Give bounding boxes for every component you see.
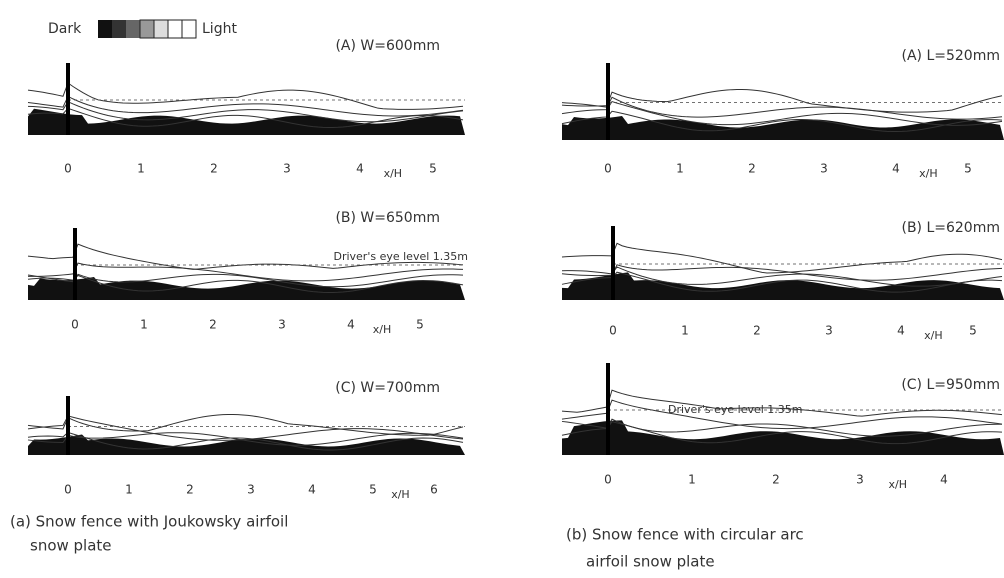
tick-label: 1: [137, 162, 145, 176]
tick-label: 0: [64, 162, 72, 176]
tick-label: 5: [429, 162, 437, 176]
tick-label: 0: [609, 324, 617, 338]
tick-label: 2: [210, 162, 218, 176]
contour-line: [562, 97, 1002, 119]
axis-label: x/H: [919, 167, 938, 180]
tick-label: 3: [820, 162, 828, 176]
snow-dark: [28, 109, 465, 135]
tick-label: 3: [278, 318, 286, 332]
tick-label: 4: [940, 473, 948, 487]
tick-label: 3: [283, 162, 291, 176]
contour-line: [28, 416, 463, 440]
contour-line: [28, 96, 463, 116]
tick-label: 0: [71, 318, 79, 332]
tick-label: 4: [308, 483, 316, 497]
tick-label: 1: [676, 162, 684, 176]
tick-label: 5: [369, 483, 377, 497]
contour-line: [562, 90, 1002, 113]
annotation: Driver's eye level 1.35m: [668, 403, 803, 416]
panel-title: (C) W=700mm: [335, 380, 440, 396]
tick-label: 0: [64, 483, 72, 497]
contour-line: [28, 414, 463, 435]
tick-label: 3: [825, 324, 833, 338]
tick-label: 2: [748, 162, 756, 176]
figure: Dark Light (A) W=600mm 0 1 2 3 4 5 x/H (B) W=650…: [0, 0, 1004, 578]
panel-title: (B) L=620mm: [901, 220, 1000, 236]
caption: snow plate: [30, 537, 112, 555]
tick-label: 1: [140, 318, 148, 332]
fence: [606, 63, 610, 140]
tick-label: 1: [681, 324, 689, 338]
tick-label: 2: [209, 318, 217, 332]
tick-label: 4: [897, 324, 905, 338]
caption: (b) Snow fence with circular arc: [566, 526, 804, 544]
tick-label: 2: [186, 483, 194, 497]
tick-label: 1: [125, 483, 133, 497]
caption: (a) Snow fence with Joukowsky airfoil: [10, 513, 288, 531]
fence: [73, 228, 77, 300]
tick-label: 5: [964, 162, 972, 176]
snow-dark: [562, 272, 1004, 300]
panel-title: (C) L=950mm: [901, 377, 1000, 393]
fence: [606, 363, 610, 455]
fence: [66, 63, 70, 135]
tick-label: 0: [604, 162, 612, 176]
snow-dark: [562, 116, 1004, 140]
contour-line: [28, 102, 463, 122]
legend-light: Light: [202, 21, 237, 37]
legend-scale: [98, 20, 196, 38]
contour-line: [562, 243, 1002, 273]
tick-label: 5: [969, 324, 977, 338]
axis-label: x/H: [889, 478, 908, 491]
contour-line: [28, 83, 463, 109]
tick-label: 3: [247, 483, 255, 497]
tick-label: 0: [604, 473, 612, 487]
panel-title: (A) L=520mm: [902, 48, 1000, 64]
panel-title: (B) W=650mm: [335, 210, 440, 226]
tick-label: 4: [892, 162, 900, 176]
snow-dark: [28, 435, 465, 455]
tick-label: 2: [772, 473, 780, 487]
tick-label: 4: [356, 162, 364, 176]
panel-title: (A) W=600mm: [335, 38, 440, 54]
fence: [66, 396, 70, 455]
legend-dark: Dark: [48, 21, 82, 37]
tick-label: 1: [688, 473, 696, 487]
tick-label: 2: [753, 324, 761, 338]
annotation: Driver's eye level 1.35m: [333, 250, 468, 263]
tick-label: 4: [347, 318, 355, 332]
tick-label: 6: [430, 483, 438, 497]
tick-label: 5: [416, 318, 424, 332]
tick-label: 3: [856, 473, 864, 487]
fence: [611, 226, 615, 300]
axis-label: x/H: [384, 167, 403, 180]
caption: airfoil snow plate: [586, 553, 715, 571]
axis-label: x/H: [924, 329, 943, 342]
axis-label: x/H: [373, 323, 392, 336]
axis-label: x/H: [391, 488, 410, 501]
